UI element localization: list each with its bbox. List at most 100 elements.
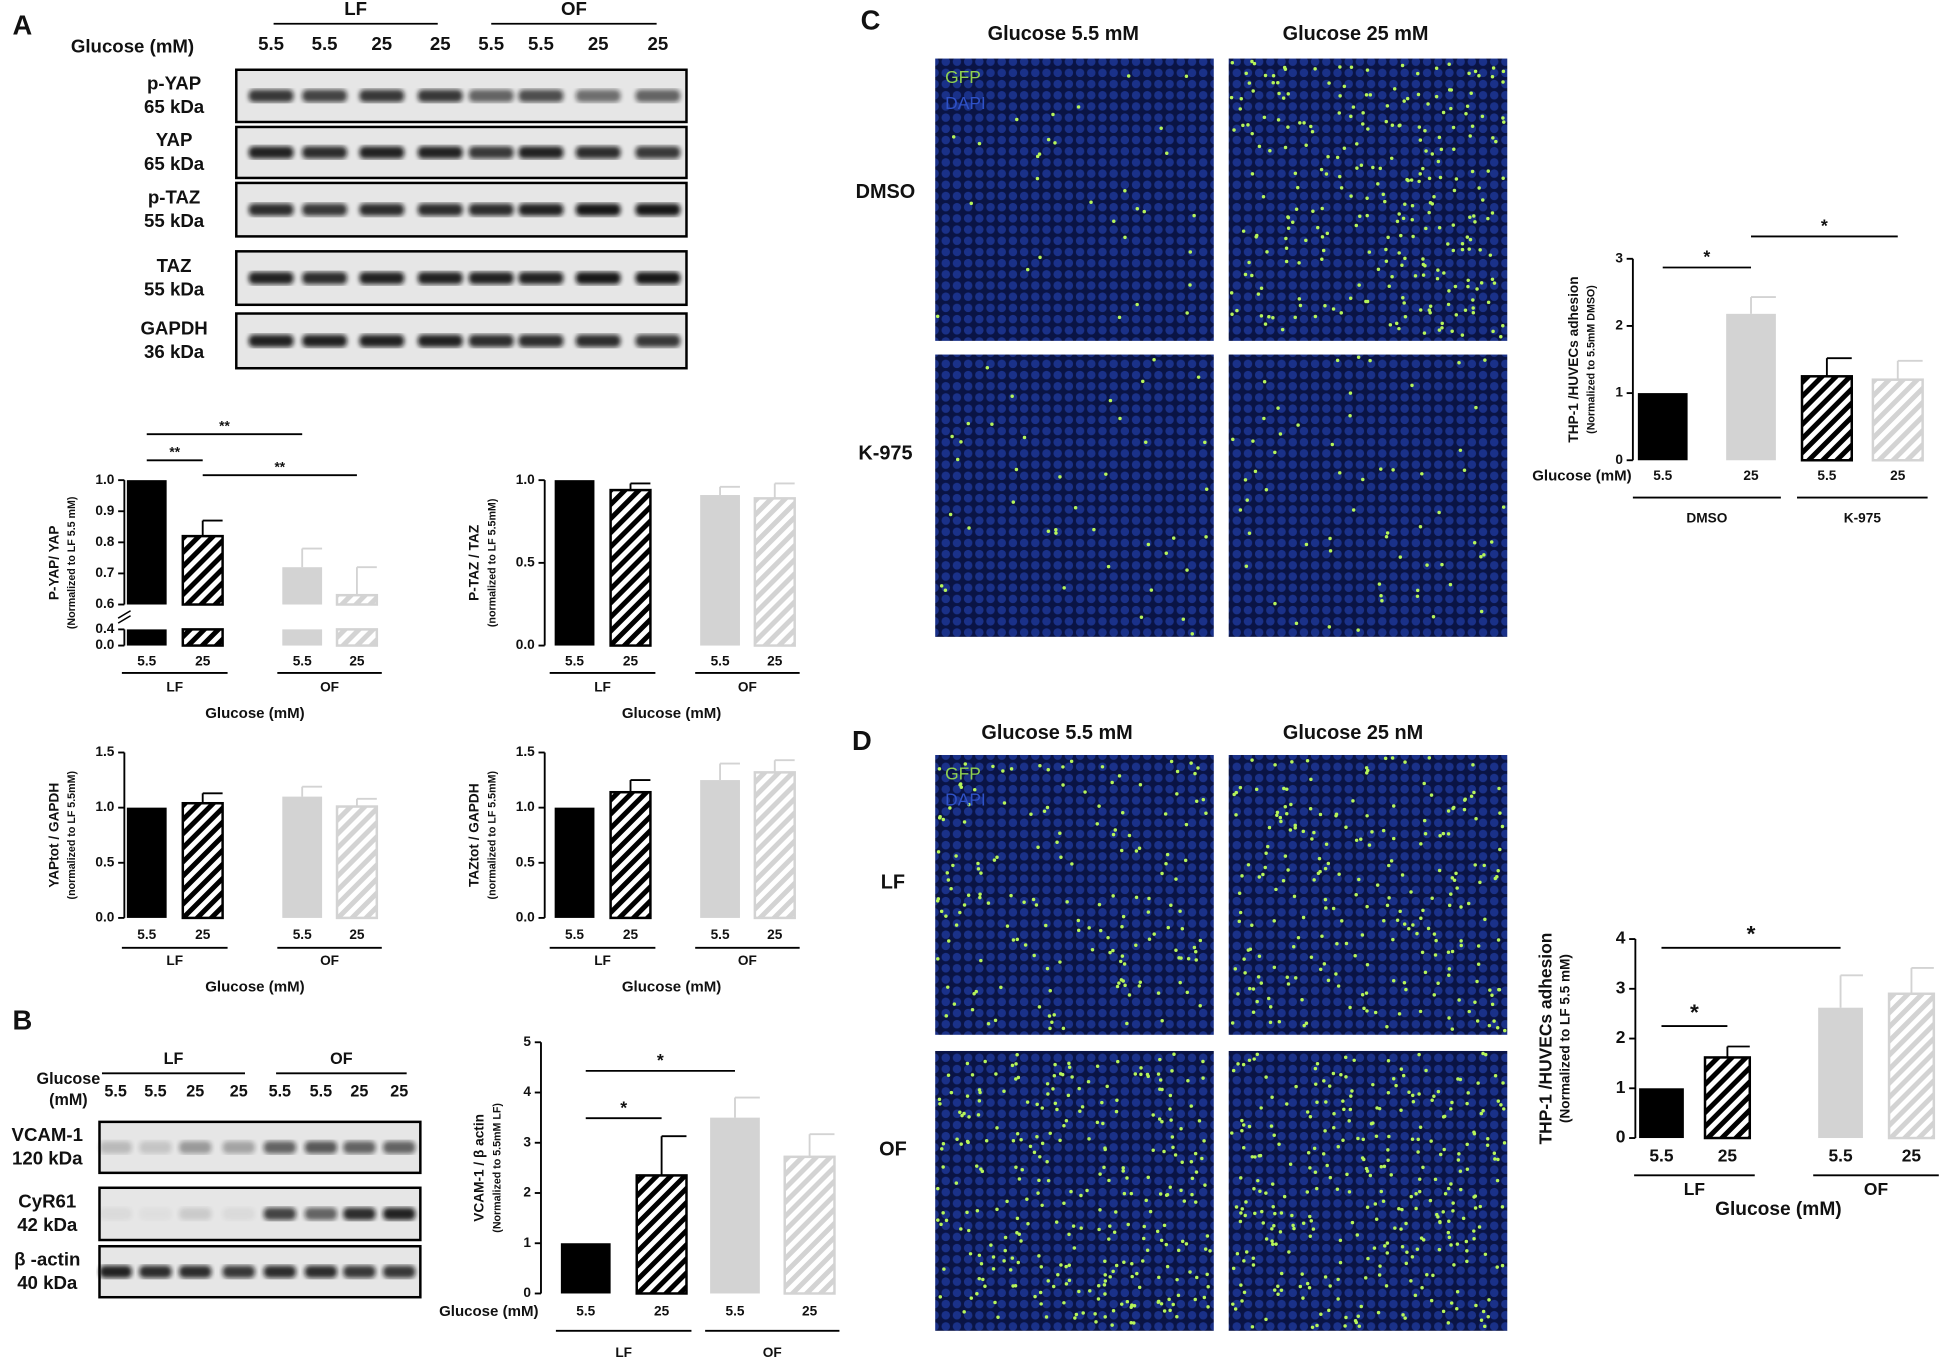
- gfp-cell: [944, 1218, 949, 1223]
- gfp-cell: [1481, 1309, 1486, 1314]
- gfp-cell: [1473, 1206, 1478, 1210]
- gfp-cell: [1386, 1059, 1391, 1063]
- gfp-cell: [1420, 1286, 1424, 1290]
- bar: [1639, 1088, 1684, 1139]
- size-label: 42 kDa: [17, 1214, 78, 1235]
- gfp-cell: [1051, 1284, 1056, 1289]
- gfp-cell: [978, 1090, 982, 1095]
- gfp-cell: [1451, 125, 1456, 130]
- bar: [1818, 1007, 1863, 1139]
- gfp-cell: [1389, 859, 1394, 863]
- gfp-cell: [1413, 274, 1418, 278]
- gfp-cell: [967, 802, 971, 807]
- gfp-cell: [1418, 138, 1423, 142]
- gfp-cell: [941, 817, 946, 822]
- y-tick-label: 1.0: [95, 472, 114, 487]
- group-label: LF: [344, 0, 367, 19]
- gfp-cell: [1168, 1308, 1172, 1313]
- gfp-cell: [1002, 1089, 1006, 1094]
- gfp-cell: [1171, 1302, 1175, 1307]
- gfp-cell: [1111, 948, 1115, 953]
- gfp-cell: [1269, 1124, 1274, 1128]
- gfp-cell: [1048, 989, 1052, 993]
- gfp-cell: [1335, 155, 1340, 160]
- gfp-cell: [1305, 758, 1310, 763]
- gfp-cell: [1242, 957, 1246, 961]
- gfp-cell: [1348, 296, 1353, 300]
- gfp-cell: [1259, 286, 1264, 291]
- gfp-cell: [1261, 1221, 1266, 1225]
- gfp-cell: [1379, 1165, 1384, 1169]
- gfp-cell: [1399, 1108, 1403, 1113]
- gfp-cell: [940, 1147, 944, 1151]
- gfp-cell: [1492, 1151, 1497, 1155]
- blot-band: [417, 203, 463, 216]
- gfp-cell: [1473, 863, 1477, 867]
- group-label: DMSO: [1686, 510, 1727, 525]
- gfp-cell: [1051, 1087, 1055, 1091]
- gfp-cell: [1182, 1199, 1187, 1203]
- x-label: Glucose (mM): [622, 705, 721, 722]
- gfp-cell: [1357, 877, 1361, 882]
- blot-band: [302, 146, 347, 159]
- gfp-cell: [1434, 66, 1439, 71]
- gfp-cell: [1496, 1157, 1500, 1162]
- gfp-cell: [1203, 440, 1207, 445]
- gfp-cell: [1328, 549, 1333, 553]
- gfp-cell: [1009, 767, 1014, 771]
- gfp-cell: [970, 1073, 975, 1077]
- gfp-cell: [1139, 615, 1144, 619]
- gfp-cell: [1011, 1139, 1016, 1143]
- column-header: Glucose 5.5 mM: [988, 23, 1139, 45]
- gfp-cell: [1440, 321, 1444, 326]
- gfp-cell: [1304, 542, 1309, 547]
- gfp-cell: [1035, 154, 1040, 159]
- gfp-cell: [950, 434, 954, 439]
- gfp-cell: [1447, 289, 1451, 293]
- gfp-cell: [1242, 1123, 1246, 1127]
- gfp-cell: [967, 1115, 971, 1119]
- row-label: LF: [881, 871, 905, 893]
- gfp-cell: [1356, 628, 1360, 632]
- gfp-cell: [1401, 295, 1405, 300]
- gfp-cell: [1313, 314, 1318, 319]
- x-tick-label: 25: [1743, 468, 1759, 483]
- gfp-cell: [1422, 818, 1427, 823]
- gfp-cell: [1438, 1219, 1442, 1224]
- gfp-cell: [1348, 413, 1352, 418]
- gfp-cell: [1240, 1299, 1244, 1303]
- gfp-cell: [1146, 910, 1151, 914]
- gfp-cell: [1112, 1230, 1117, 1235]
- gfp-cell: [1167, 1297, 1171, 1302]
- gfp-cell: [1015, 937, 1020, 942]
- gfp-cell: [1399, 1227, 1403, 1231]
- gfp-cell: [1451, 248, 1456, 253]
- gfp-cell: [1423, 128, 1427, 133]
- gfp-cell: [1294, 207, 1299, 212]
- blot-band: [575, 146, 621, 159]
- gfp-cell: [1400, 1244, 1405, 1249]
- gfp-cell: [1389, 156, 1394, 161]
- gfp-cell: [1400, 263, 1404, 267]
- gfp-cell: [1393, 1226, 1397, 1230]
- gfp-cell: [1483, 358, 1487, 362]
- gfp-cell: [1036, 1191, 1040, 1195]
- gfp-cell: [1090, 948, 1095, 952]
- gfp-cell: [1123, 235, 1127, 240]
- gfp-cell: [1058, 960, 1062, 964]
- gfp-cell: [969, 1296, 974, 1300]
- gfp-cell: [1451, 223, 1456, 227]
- gfp-cell: [1044, 1315, 1049, 1319]
- gfp-cell: [1272, 1133, 1276, 1138]
- y-tick-label: 1.0: [516, 799, 535, 814]
- group-label: OF: [738, 953, 757, 968]
- gfp-cell: [1473, 220, 1477, 224]
- gfp-cell: [1499, 335, 1503, 339]
- lane-label: 25: [371, 33, 392, 54]
- bar: [753, 497, 796, 647]
- gfp-cell: [1501, 80, 1505, 84]
- gfp-cell: [1101, 1121, 1105, 1126]
- gfp-cell: [1014, 1062, 1018, 1066]
- gfp-cell: [1171, 1145, 1175, 1150]
- gfp-cell: [1297, 297, 1302, 301]
